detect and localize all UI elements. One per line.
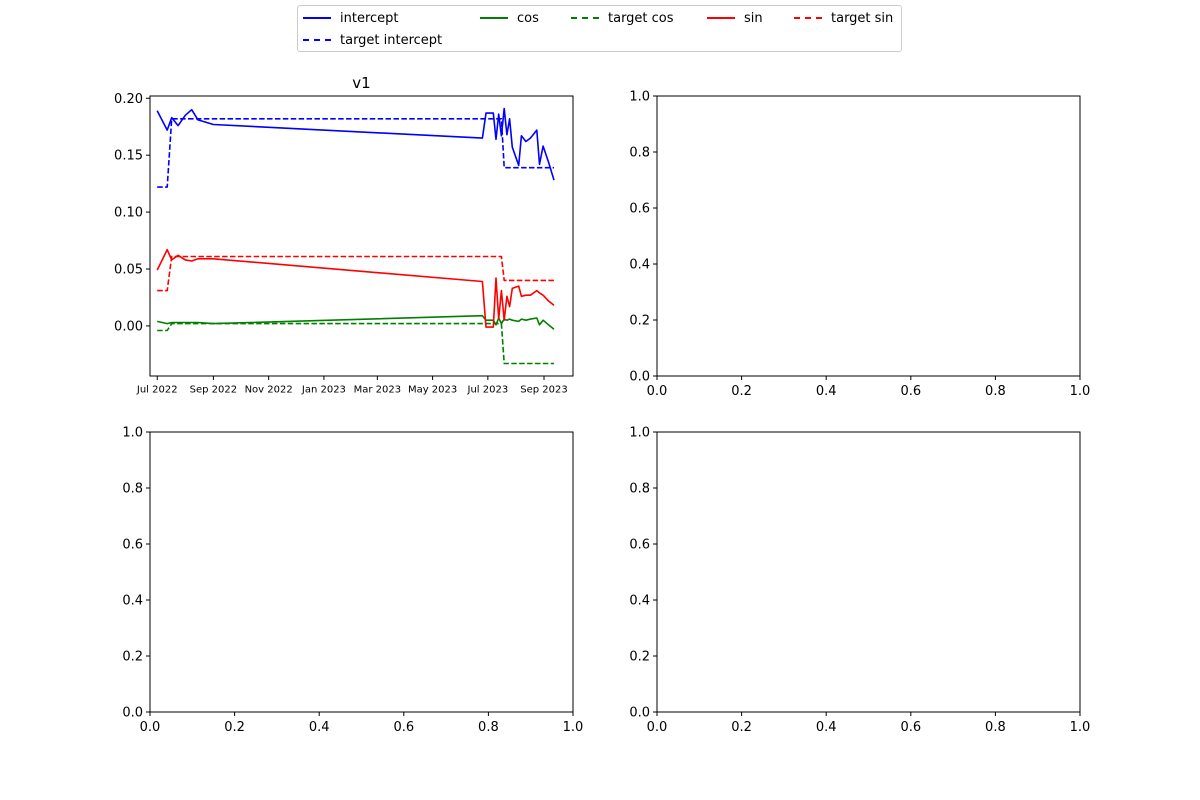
subplot-1: Jul 2022 Sep 2022 Nov 2022 Jan 2023 Mar 2023…	[114, 74, 574, 396]
legend-swatch-sin	[707, 17, 735, 19]
y-tick-label: 0.4	[629, 594, 650, 609]
x-tick-label: 0.6	[393, 720, 414, 735]
x-tick-label: 0.2	[731, 720, 752, 735]
series-line-target-sin	[157, 255, 554, 292]
x-tick-label: 0.4	[816, 384, 837, 399]
x-tick-label: 1.0	[563, 720, 584, 735]
y-tick-label: 0.6	[629, 538, 650, 553]
x-tick-label: Sep 2022	[190, 385, 237, 396]
axes-frame	[656, 95, 1081, 377]
series-line-intercept	[156, 107, 555, 181]
subplot-4: 0.0 0.2 0.4 0.6 0.8 1.0 0.0 0.2 0.4 0.6 0.8 1.0	[629, 426, 1090, 736]
y-tick-label: 0.10	[114, 206, 143, 221]
subplot-2: 0.0 0.2 0.4 0.6 0.8 1.0 0.0 0.2 0.4 0.6 0.8 1.0	[629, 90, 1090, 400]
axes-frame	[149, 95, 574, 377]
y-tick-label: 0.0	[629, 706, 650, 721]
legend-entry-sin: sin	[707, 9, 763, 27]
legend-label-target-cos: target cos	[608, 10, 674, 26]
legend-swatch-cos	[480, 17, 508, 19]
chart-title: v1	[352, 74, 370, 92]
y-tick-label: 0.05	[114, 263, 143, 278]
legend-label-sin: sin	[744, 10, 763, 26]
y-tick-label: 0.20	[114, 92, 143, 107]
y-tick-label: 0.6	[122, 538, 143, 553]
legend-entry-intercept: intercept	[303, 9, 399, 27]
series-line-target-cos	[157, 322, 554, 365]
x-tick-label: 0.8	[985, 720, 1006, 735]
legend-label-target-intercept: target intercept	[340, 32, 443, 48]
series-line-target-intercept	[157, 118, 554, 188]
y-tick-label: 1.0	[629, 90, 650, 105]
y-tick-label: 0.15	[114, 149, 143, 164]
x-tick-label: 0.8	[985, 384, 1006, 399]
x-tick-label: Jul 2023	[467, 385, 509, 396]
y-tick-label: 1.0	[122, 426, 143, 441]
legend-entry-target-sin: target sin	[794, 9, 893, 27]
axes-frame	[149, 431, 574, 713]
y-tick-label: 0.4	[629, 258, 650, 273]
y-tick-label: 0.2	[629, 650, 650, 665]
x-tick-label: 0.6	[900, 720, 921, 735]
x-tick-label: Mar 2023	[354, 385, 402, 396]
x-tick-label: 0.0	[647, 384, 668, 399]
y-tick-label: 0.8	[629, 146, 650, 161]
y-tick-label: 0.0	[629, 370, 650, 385]
legend-entry-cos: cos	[480, 9, 539, 27]
y-tick-label: 0.8	[122, 482, 143, 497]
x-tick-label: 0.0	[647, 720, 668, 735]
y-tick-label: 0.4	[122, 594, 143, 609]
y-tick-label: 1.0	[629, 426, 650, 441]
x-tick-label: Nov 2022	[245, 385, 293, 396]
axes-frame	[656, 431, 1081, 713]
x-tick-label: 1.0	[1070, 720, 1091, 735]
legend-label-cos: cos	[517, 10, 539, 26]
x-tick-label: 0.4	[309, 720, 330, 735]
series-line-sin	[156, 248, 555, 328]
x-tick-label: May 2023	[408, 385, 457, 396]
legend-swatch-target-sin	[794, 17, 822, 19]
x-tick-label: 0.4	[816, 720, 837, 735]
y-tick-label: 0.0	[122, 706, 143, 721]
x-tick-label: Sep 2023	[520, 385, 567, 396]
y-tick-label: 0.00	[114, 319, 143, 334]
legend-entry-target-intercept: target intercept	[303, 31, 442, 49]
y-tick-label: 0.8	[629, 482, 650, 497]
x-tick-label: Jul 2022	[136, 385, 178, 396]
y-tick-label: 0.2	[122, 650, 143, 665]
x-tick-label: 0.8	[478, 720, 499, 735]
legend-swatch-intercept	[303, 17, 331, 19]
legend-swatch-target-intercept	[303, 39, 331, 41]
subplot-3: 0.0 0.2 0.4 0.6 0.8 1.0 0.0 0.2 0.4 0.6 0.8 1.0	[122, 426, 583, 736]
y-tick-label: 0.6	[629, 202, 650, 217]
legend-entry-target-cos: target cos	[571, 9, 674, 27]
x-tick-label: 0.6	[900, 384, 921, 399]
x-tick-label: 0.2	[224, 720, 245, 735]
y-tick-label: 0.2	[629, 314, 650, 329]
legend-label-target-sin: target sin	[831, 10, 894, 26]
legend: intercept target intercept cos target co…	[297, 5, 902, 52]
x-tick-label: 1.0	[1070, 384, 1091, 399]
legend-label-intercept: intercept	[340, 10, 399, 26]
x-tick-label: 0.2	[731, 384, 752, 399]
legend-swatch-target-cos	[571, 17, 599, 19]
x-tick-label: Jan 2023	[301, 385, 346, 396]
x-tick-label: 0.0	[140, 720, 161, 735]
